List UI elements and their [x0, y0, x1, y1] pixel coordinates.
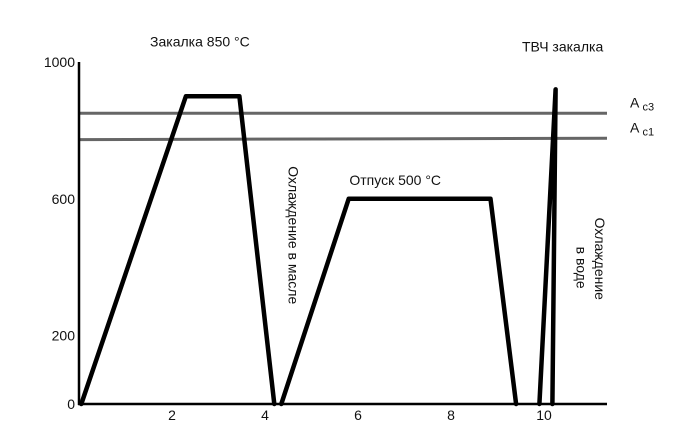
y-tick-label: 1000 [44, 54, 75, 70]
x-tick-label: 10 [536, 407, 552, 423]
series-group [79, 87, 558, 407]
tick-labels: 0 200 600 1000 2 4 6 8 10 [44, 54, 552, 423]
y-tick-label: 600 [52, 191, 76, 207]
annotation-2: ТВЧ закалка [522, 39, 604, 55]
annotations: Закалка 850 °С ТВЧ закалка Отпуск 500 °С Ох… [150, 34, 608, 305]
y-tick-label: 0 [67, 396, 75, 412]
reference-line-c1 [78, 136, 608, 142]
x-tick-label: 6 [354, 407, 362, 423]
annotation-6: в воде [574, 247, 590, 289]
annotation-4: Охлаждение в масле [285, 166, 301, 304]
reference-lines: A c3 A c1 [78, 94, 654, 142]
annotation-3: Отпуск 500 °С [349, 172, 441, 188]
axes [77, 62, 607, 406]
series-line-1 [79, 93, 277, 407]
series-line-2 [279, 196, 519, 407]
reference-label-c3: A c3 [630, 94, 654, 113]
annotation-1: Закалка 850 °С [150, 34, 250, 50]
series-line-3 [537, 87, 558, 407]
y-tick-label: 200 [52, 328, 76, 344]
reference-label-c1: A c1 [630, 119, 654, 138]
x-tick-label: 8 [447, 407, 455, 423]
x-tick-label: 4 [261, 407, 269, 423]
annotation-5: Охлаждение [592, 218, 608, 301]
x-tick-label: 2 [168, 407, 176, 423]
